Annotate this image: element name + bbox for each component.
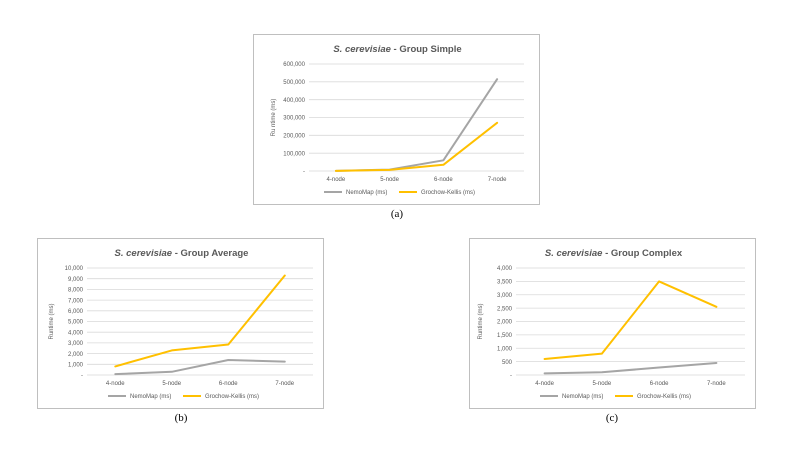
series-line-nemomap (334, 78, 499, 172)
y-tick-label: - (81, 373, 83, 379)
y-tick-label: 300,000 (283, 116, 305, 122)
y-tick-label: 1,000 (68, 363, 84, 369)
x-tick-label: 4-node (106, 381, 125, 387)
chart-svg-group-average: S. cerevisiae - Group Average - 1,000 2,000… (49, 248, 313, 400)
chart-svg-group-complex: S. cerevisiae - Group Complex - 500 1,000 1,… (478, 248, 745, 400)
legend-label: NemoMap (ms) (130, 394, 171, 400)
chart-title-group: - Group Complex (602, 248, 682, 259)
chart-panel-group-complex: S. cerevisiae - Group Complex - 500 1,000 1,… (469, 238, 756, 409)
x-tick-label: 6-node (434, 177, 453, 183)
y-tick-label: 500 (502, 360, 513, 366)
series-line-nemomap (114, 359, 286, 376)
legend-label: NemoMap (ms) (562, 394, 603, 400)
x-tick-label: 6-node (650, 381, 669, 387)
chart-title-group: - Group Simple (391, 44, 462, 55)
x-tick-label: 4-node (535, 381, 554, 387)
y-tick-label: 2,500 (497, 306, 513, 312)
y-axis-label: Ru ntime (ms) (271, 99, 277, 137)
series-line-grochow-kellis (334, 121, 499, 172)
caption-c: (c) (605, 412, 619, 424)
y-tick-label: 8,000 (68, 288, 84, 294)
y-tick-label: 3,000 (68, 341, 84, 347)
y-tick-label: 4,000 (497, 266, 513, 272)
y-tick-label: 200,000 (283, 134, 305, 140)
y-tick-label: 10,000 (65, 266, 84, 272)
y-tick-label: 5,000 (68, 320, 84, 326)
chart-title-group: - Group Average (172, 248, 248, 259)
y-tick-label: 2,000 (68, 352, 84, 358)
x-tick-label: 7-node (707, 381, 726, 387)
legend-label: Grochow-Kellis (ms) (421, 190, 475, 196)
y-tick-label: 9,000 (68, 277, 84, 283)
y-tick-label: - (303, 169, 305, 175)
y-tick-label: 1,500 (497, 333, 513, 339)
x-tick-label: 4-node (327, 177, 346, 183)
caption-b: (b) (174, 412, 188, 424)
chart-title-species: S. cerevisiae (545, 248, 603, 259)
y-axis-label: Runtime (ms) (478, 303, 484, 339)
caption-a: (a) (390, 208, 404, 220)
y-tick-label: 2,000 (497, 320, 513, 326)
chart-title-species: S. cerevisiae (333, 44, 391, 55)
chart-title-species: S. cerevisiae (115, 248, 173, 259)
x-tick-label: 5-node (593, 381, 612, 387)
x-tick-label: 6-node (219, 381, 238, 387)
y-tick-label: 4,000 (68, 330, 84, 336)
y-tick-label: 6,000 (68, 309, 84, 315)
legend-label: NemoMap (ms) (346, 190, 387, 196)
x-tick-label: 7-node (275, 381, 294, 387)
y-axis-label: Runtime (ms) (49, 303, 55, 339)
chart-svg-group-simple: S. cerevisiae - Group Simple - 100,000 200,… (271, 44, 524, 196)
y-tick-label: 3,500 (497, 280, 513, 286)
series-line-grochow-kellis (543, 280, 718, 360)
series-line-grochow-kellis (114, 274, 286, 368)
chart-title: S. cerevisiae - Group Average (115, 248, 249, 259)
series-line-nemomap (543, 362, 718, 375)
x-tick-label: 7-node (488, 177, 507, 183)
y-tick-label: 1,000 (497, 346, 513, 352)
legend-label: Grochow-Kellis (ms) (205, 394, 259, 400)
y-tick-label: 600,000 (283, 62, 305, 68)
x-tick-label: 5-node (380, 177, 399, 183)
x-tick-label: 5-node (162, 381, 181, 387)
y-tick-label: 7,000 (68, 298, 84, 304)
y-tick-label: 100,000 (283, 151, 305, 157)
y-tick-label: - (510, 373, 512, 379)
chart-panel-group-simple: S. cerevisiae - Group Simple - 100,000 200,… (253, 34, 540, 205)
chart-panel-group-average: S. cerevisiae - Group Average - 1,000 2,000… (37, 238, 324, 409)
chart-title: S. cerevisiae - Group Simple (333, 44, 461, 55)
chart-title: S. cerevisiae - Group Complex (545, 248, 683, 259)
y-tick-label: 500,000 (283, 80, 305, 86)
y-tick-label: 3,000 (497, 293, 513, 299)
legend-label: Grochow-Kellis (ms) (637, 394, 691, 400)
y-tick-label: 400,000 (283, 98, 305, 104)
